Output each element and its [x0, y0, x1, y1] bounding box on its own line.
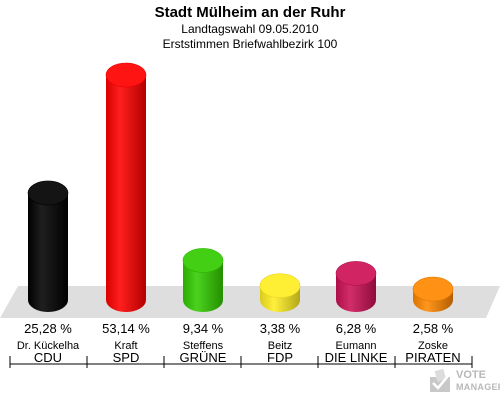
party-label: PIRATEN: [405, 350, 460, 365]
value-label: 53,14 %: [102, 321, 150, 336]
bar-body: [28, 192, 68, 312]
party-label: SPD: [113, 350, 140, 365]
party-label: CDU: [34, 350, 62, 365]
value-label: 25,28 %: [24, 321, 72, 336]
bar-cdu: [27, 180, 69, 312]
candidate-label: Zoske: [418, 340, 448, 352]
vote-manager-logo: VOTE MANAGER: [428, 366, 500, 398]
value-label: 6,28 %: [336, 321, 377, 336]
bar-fdp: [259, 273, 301, 312]
bar-spd: [105, 62, 147, 312]
candidate-label: Eumann: [336, 340, 377, 352]
bar-top: [27, 180, 69, 206]
bar-die-linke: [335, 261, 377, 312]
candidate-label: Beitz: [268, 340, 292, 352]
value-label: 3,38 %: [260, 321, 301, 336]
candidate-label: Kraft: [114, 340, 137, 352]
candidate-label: Steffens: [183, 340, 224, 352]
bar-top: [182, 248, 224, 273]
value-label: 2,58 %: [413, 321, 454, 336]
bar-body: [106, 75, 146, 312]
bars-layer: [0, 62, 500, 318]
bar-top: [335, 261, 377, 286]
bar-grüne: [182, 248, 224, 312]
chart-title: Stadt Mülheim an der Ruhr: [154, 4, 346, 21]
logo-text-manager: MANAGER: [456, 382, 500, 392]
party-label: GRÜNE: [180, 350, 227, 365]
chart-subtitle-election: Landtagswahl 09.05.2010: [181, 22, 319, 36]
bar-body: [183, 260, 223, 312]
chart-header: Stadt Mülheim an der Ruhr Landtagswahl 0…: [0, 4, 500, 52]
bar-top: [412, 276, 454, 302]
bar-piraten: [412, 276, 454, 312]
ballot-box-icon: [430, 368, 450, 392]
party-label: DIE LINKE: [325, 350, 388, 365]
logo-wordmark: VOTE MANAGER: [456, 369, 500, 393]
bar-top: [259, 273, 301, 298]
party-label: FDP: [267, 350, 293, 365]
candidate-label: Dr. Kückelha: [17, 340, 80, 352]
logo-text-vote: VOTE: [456, 369, 486, 381]
value-label: 9,34 %: [183, 321, 224, 336]
bar-top: [105, 62, 147, 88]
chart-subtitle-district: Erststimmen Briefwahlbezirk 100: [162, 37, 338, 51]
